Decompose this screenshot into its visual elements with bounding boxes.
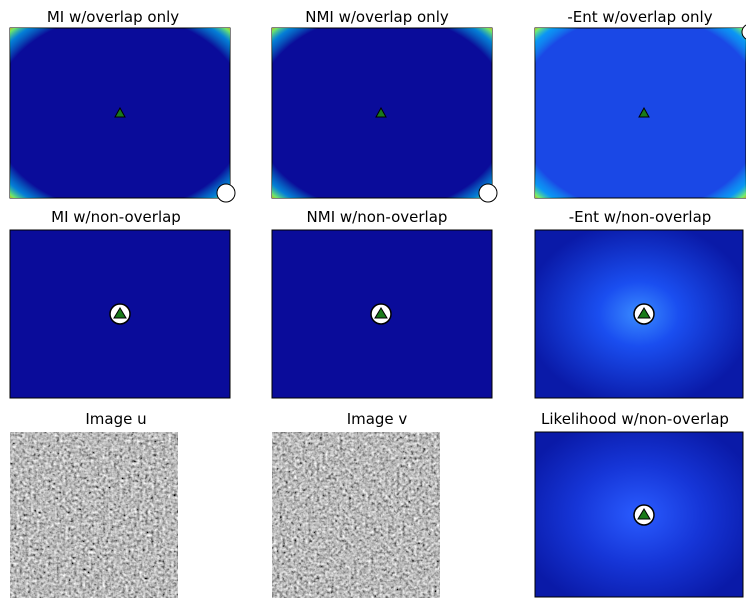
panel-title: NMI w/non-overlap <box>307 208 448 226</box>
image <box>272 432 440 598</box>
panel-title: Image v <box>347 410 408 428</box>
image <box>10 432 178 598</box>
heatmap-edge <box>535 28 746 198</box>
panel-title: MI w/overlap only <box>47 8 179 26</box>
panel-title: NMI w/overlap only <box>305 8 449 26</box>
marker <box>217 184 235 202</box>
panel-title: MI w/non-overlap <box>51 208 181 226</box>
marker <box>479 184 497 202</box>
figure: MI w/overlap only NMI w/overlap only -En… <box>0 0 746 598</box>
panel-title: -Ent w/non-overlap <box>569 208 712 226</box>
panel-title: Likelihood w/non-overlap <box>541 410 729 428</box>
panel-title: Image u <box>85 410 146 428</box>
panel-title: -Ent w/overlap only <box>567 8 712 26</box>
